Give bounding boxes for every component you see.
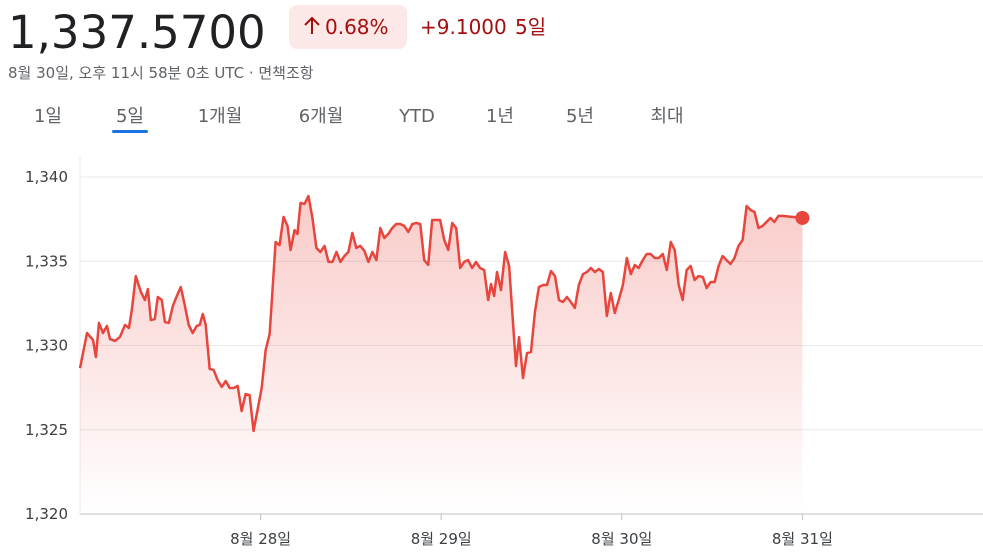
last-point [795, 210, 810, 225]
timestamp: 8월 30일, 오후 11시 58분 0초 UTC · 면책조항 [8, 64, 314, 82]
x-tick-label: 8월 31일 [772, 530, 833, 548]
x-tick-label: 8월 28일 [230, 530, 291, 548]
range-tab[interactable]: 1개월 [198, 106, 243, 127]
price-line [78, 194, 803, 433]
y-tick-label: 1,335 [25, 252, 68, 270]
change-absolute: +9.1000 [420, 15, 507, 39]
x-tick-label: 8월 30일 [591, 530, 652, 548]
active-tab-underline [112, 130, 148, 133]
price-area [80, 196, 803, 515]
range-tab[interactable]: 최대 [650, 106, 683, 127]
range-tab[interactable]: YTD [398, 106, 435, 127]
y-tick-label: 1,330 [25, 337, 68, 355]
range-tab[interactable]: 6개월 [299, 106, 344, 127]
change-period: 5일 [515, 15, 546, 39]
change-badge [289, 5, 407, 49]
range-tab[interactable]: 1일 [34, 106, 62, 127]
range-tab[interactable]: 5년 [566, 106, 594, 127]
x-tick-label: 8월 29일 [411, 530, 472, 548]
price: 1,337.5700 [8, 6, 266, 59]
y-tick-label: 1,320 [25, 505, 68, 523]
range-tabs: 1일 5일 1개월 6개월 YTD 1년 5년 최대 [34, 106, 684, 133]
plot: 1,320 1,325 1,330 1,335 1,340 8월 28일 8월 29일 8월 … [25, 155, 983, 548]
y-tick-label: 1,325 [25, 421, 68, 439]
change-percent: 0.68% [325, 15, 389, 39]
range-tab[interactable]: 1년 [486, 106, 514, 127]
y-tick-label: 1,340 [25, 168, 68, 186]
up-arrow-icon [304, 16, 320, 34]
range-tab[interactable]: 5일 [116, 106, 144, 127]
